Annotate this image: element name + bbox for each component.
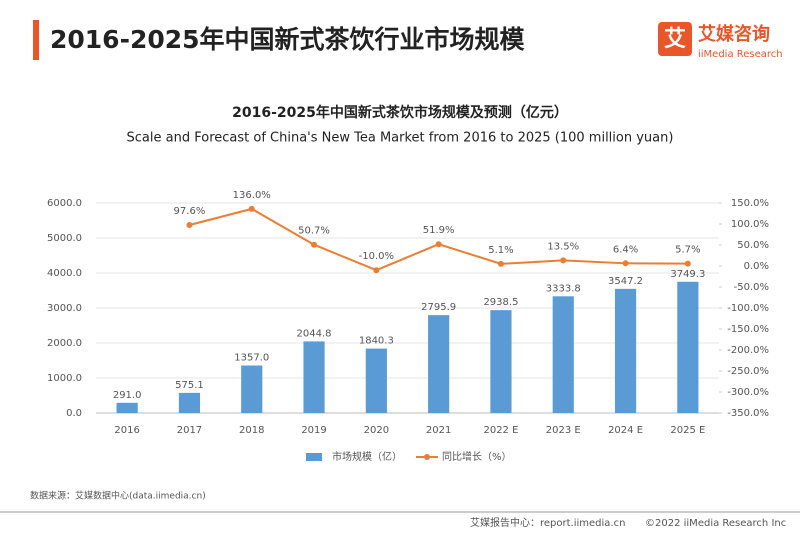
chart-subtitle: Scale and Forecast of China's New Tea Ma… [127, 131, 674, 146]
x-tick-label: 2019 [301, 425, 326, 436]
x-tick-label: 2016 [114, 425, 139, 436]
y2-tick-label: -350.0% [727, 408, 769, 419]
logo-mark: 艾 [664, 27, 686, 52]
y2-tick-label: -200.0% [727, 345, 769, 356]
y2-tick-label: 100.0% [731, 219, 769, 230]
line-value-label: 136.0% [233, 190, 271, 201]
y-tick-label: 0.0 [66, 408, 82, 419]
line-point [560, 257, 567, 264]
bar [116, 402, 138, 413]
line-point [186, 222, 193, 229]
footer-copyright: ©2022 iiMedia Research Inc [645, 518, 786, 529]
source: 数据来源：艾媒数据中心(data.iimedia.cn) [30, 490, 206, 502]
plot: 0.0 1000.0 2000.0 3000.0 4000.0 5000.0 6000.0 -… [47, 190, 769, 463]
line-value-label: 50.7% [298, 226, 330, 237]
line-point [435, 241, 442, 248]
y2-tick-label: 0.0% [744, 261, 769, 272]
y2-tick-label: 50.0% [737, 240, 769, 251]
chart-title: 2016-2025年中国新式茶饮市场规模及预测（亿元） [232, 104, 568, 121]
logo-mark-bg [658, 22, 692, 56]
bar-value-label: 1357.0 [234, 353, 269, 364]
bar [303, 341, 325, 413]
bar [365, 348, 387, 413]
line-value-label: 13.5% [547, 241, 579, 252]
y-tick-label: 5000.0 [47, 233, 82, 244]
line-point [622, 260, 629, 267]
bar-value-label: 2795.9 [421, 302, 456, 313]
bar [428, 315, 450, 413]
line-value-label: -10.0% [359, 251, 394, 262]
legend-label: 同比增长（%） [442, 450, 512, 463]
bar [241, 365, 263, 413]
bar-value-label: 3333.8 [546, 283, 581, 294]
line [189, 207, 688, 272]
title-accent [33, 20, 39, 60]
y-tick-label: 2000.0 [47, 338, 82, 349]
y2-tick-label: -300.0% [727, 387, 769, 398]
line-point [248, 205, 255, 212]
bar [490, 310, 512, 413]
x-tick-label: 2023 E [546, 425, 581, 436]
legend-swatch-dot [424, 454, 430, 460]
y-tick-label: 1000.0 [47, 373, 82, 384]
x-tick-label: 2017 [177, 425, 202, 436]
y2-tick-label: -100.0% [727, 303, 769, 314]
bar-value-label: 3749.3 [670, 269, 705, 280]
legend-label: 市场规模（亿） [332, 450, 402, 463]
line-value-label: 5.7% [675, 245, 700, 256]
y-tick-label: 4000.0 [47, 268, 82, 279]
x-tick-label: 2021 [426, 425, 451, 436]
bar-value-label: 2044.8 [297, 328, 332, 339]
bar-value-label: 575.1 [175, 380, 204, 391]
line-value-label: 6.4% [613, 244, 638, 255]
page-title: 2016-2025年中国新式茶饮行业市场规模 [50, 25, 526, 54]
bar [552, 296, 574, 413]
line-point [311, 241, 318, 248]
bar [677, 281, 699, 413]
x-tick-label: 2018 [239, 425, 264, 436]
legend-swatch [306, 453, 322, 461]
bar [614, 288, 637, 413]
line-value-label: 5.1% [488, 245, 513, 256]
y2-tick-label: -250.0% [727, 366, 769, 377]
line-point [373, 267, 380, 274]
line-point [497, 260, 504, 267]
y-tick-label: 3000.0 [47, 303, 82, 314]
y2-tick-label: -50.0% [734, 282, 769, 293]
line-value-label: 97.6% [174, 206, 206, 217]
bar [178, 392, 201, 413]
bar-value-label: 2938.5 [483, 297, 518, 308]
bar-value-label: 291.0 [113, 390, 142, 401]
logo-sub: iiMedia Research [698, 49, 783, 60]
x-tick-label: 2025 E [670, 425, 705, 436]
footer-report: 艾媒报告中心：report.iimedia.cn [470, 516, 625, 529]
line-point [684, 260, 691, 267]
bar-value-label: 1840.3 [359, 336, 394, 347]
y-tick-label: 6000.0 [47, 198, 82, 209]
logo-text: 艾媒咨询 [698, 23, 770, 45]
y2-tick-label: 150.0% [731, 198, 769, 209]
x-tick-label: 2024 E [608, 425, 643, 436]
x-tick-label: 2022 E [483, 425, 518, 436]
line-value-label: 51.9% [423, 225, 455, 236]
x-tick-label: 2020 [364, 425, 389, 436]
y2-tick-label: -150.0% [727, 324, 769, 335]
bar-value-label: 3547.2 [608, 276, 643, 287]
